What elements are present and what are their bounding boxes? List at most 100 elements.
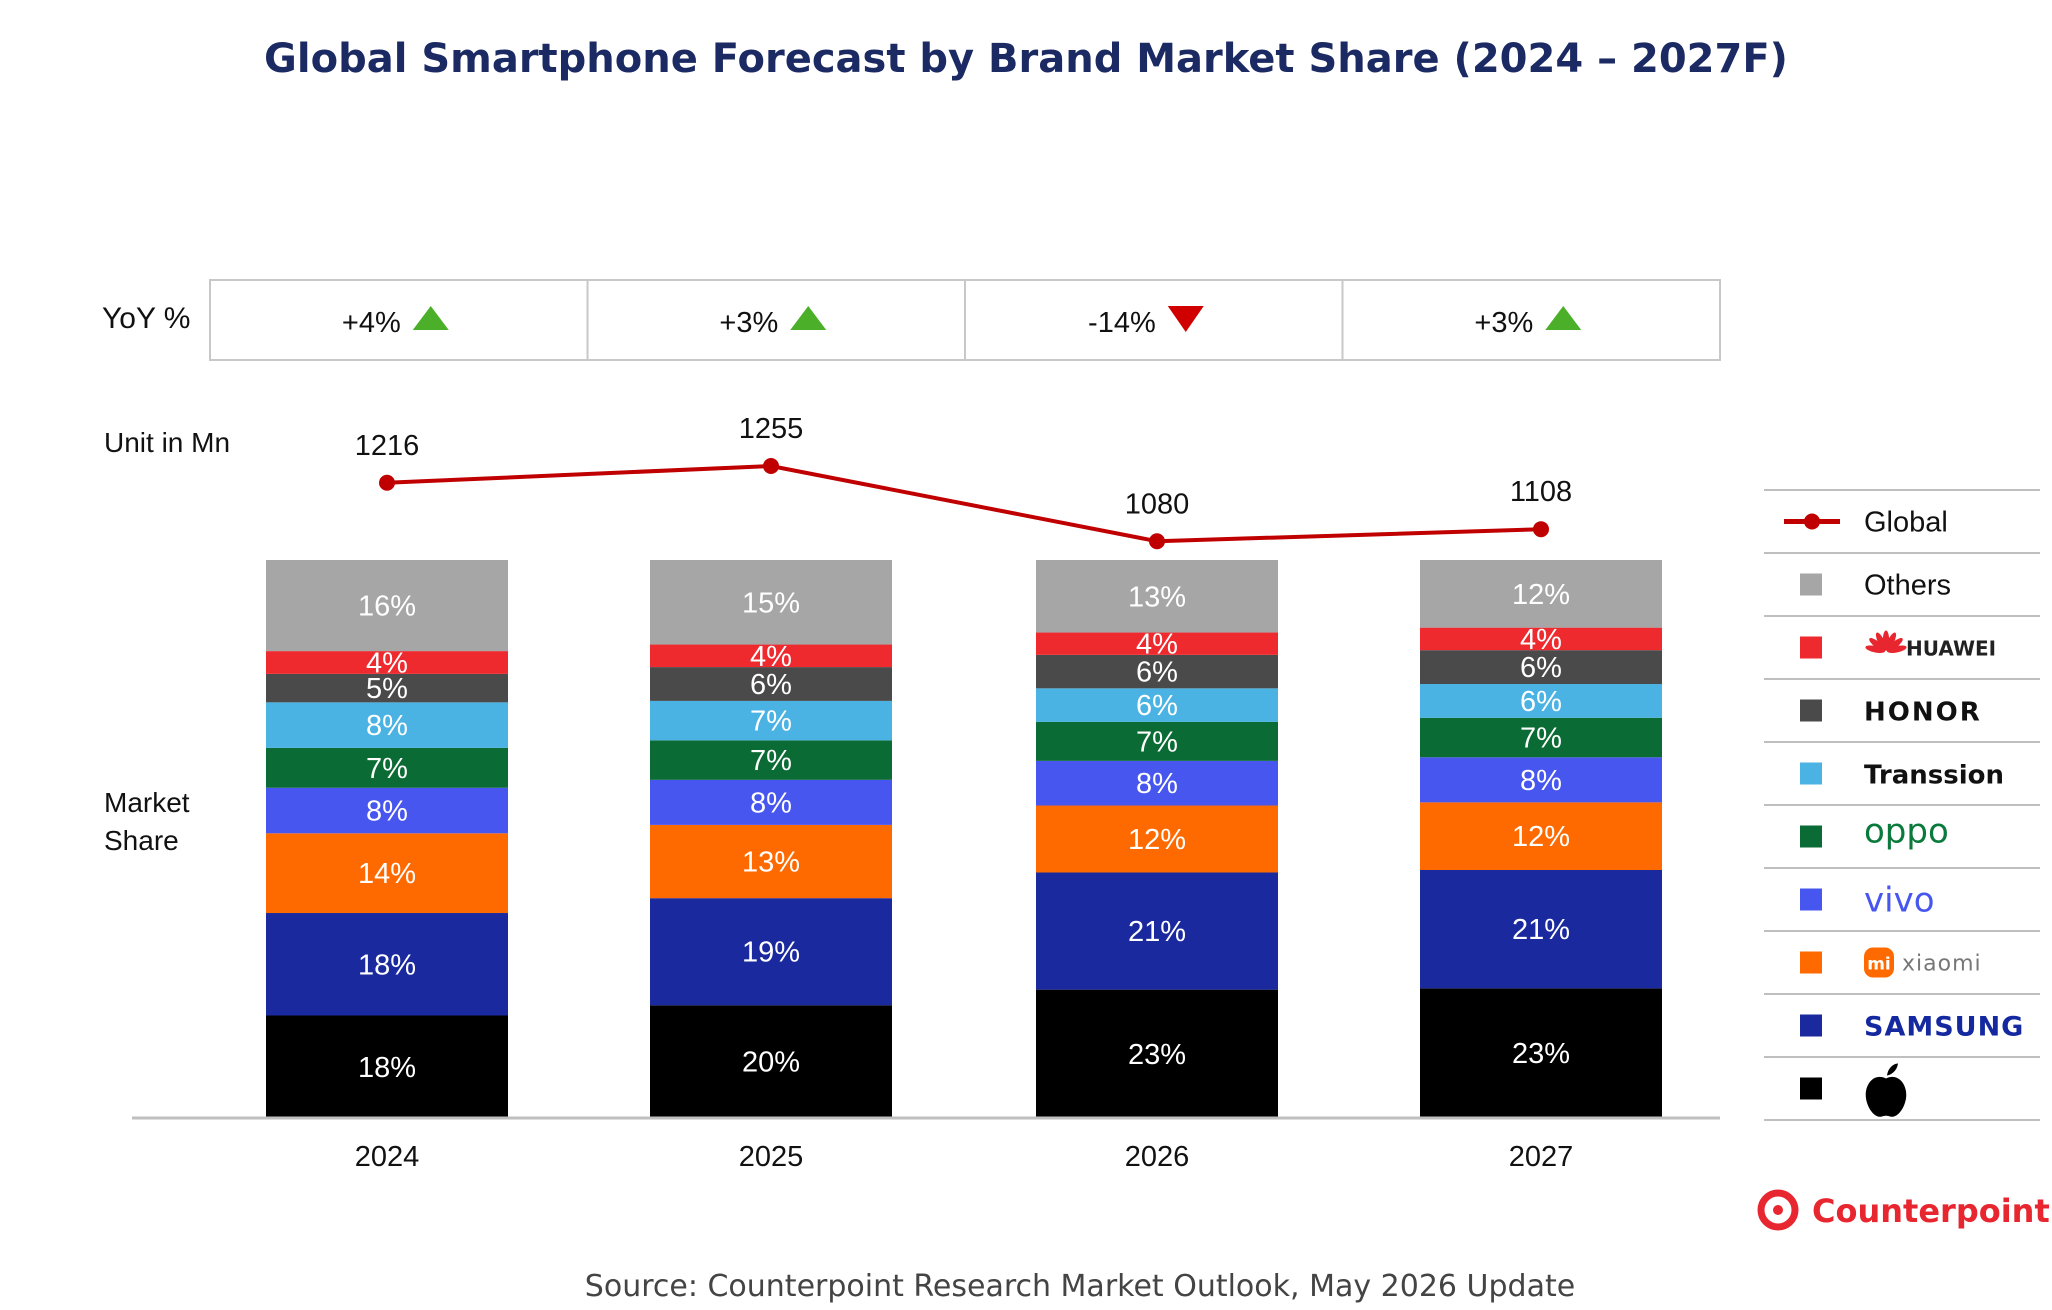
global-point-2027	[1533, 521, 1549, 538]
global-line-path	[386, 463, 1542, 544]
bar-label-honor-2026: 6%	[1136, 657, 1178, 689]
legend-item-honor: HONOR	[1800, 698, 1982, 728]
bar-label-samsung-2027: 21%	[1512, 914, 1570, 946]
bar-segment-honor-2027	[1420, 650, 1662, 684]
bar-label-vivo-2027: 8%	[1520, 765, 1562, 797]
global-value-label-2027: 1108	[1510, 476, 1572, 508]
bar-label-oppo-2024: 7%	[366, 753, 408, 785]
up-arrow-icon	[412, 306, 449, 330]
bar-label-vivo-2024: 8%	[366, 796, 408, 828]
bar-label-transsion-2026: 6%	[1136, 690, 1178, 722]
global-units-line: 1216 1255 1080 1108	[355, 413, 1572, 550]
bar-label-xiaomi-2025: 13%	[742, 847, 800, 879]
stacked-bars: 18%18%14%8%7%8%5%4%16%20%19%13%8%7%7%6%4…	[266, 560, 1662, 1118]
units-label: Unit in Mn	[104, 427, 230, 458]
legend-label-honor: HONOR	[1864, 698, 1982, 728]
legend-swatch-vivo	[1800, 888, 1822, 911]
counterpoint-logo-icon	[1757, 1189, 1799, 1231]
legend-item-huawei: HUAWEI	[1800, 630, 1996, 661]
bar-label-apple-2026: 23%	[1128, 1039, 1186, 1071]
bar-label-transsion-2025: 7%	[750, 706, 792, 738]
yoy-value-2026: -14%	[1088, 307, 1156, 339]
legend-label-transsion: Transsion	[1864, 761, 2004, 791]
bar-label-transsion-2024: 8%	[366, 710, 408, 742]
bar-segment-oppo-2025	[650, 740, 892, 780]
bar-label-huawei-2025: 4%	[750, 641, 792, 673]
bar-segment-others-2024	[266, 560, 508, 652]
legend-swatch-apple	[1800, 1077, 1822, 1100]
x-tick-2025: 2025	[739, 1141, 804, 1173]
bar-segment-honor-2025	[650, 667, 892, 701]
yoy-value-2027: +3%	[1474, 307, 1533, 339]
legend-swatch-honor	[1800, 699, 1822, 722]
bar-label-samsung-2026: 21%	[1128, 916, 1186, 948]
legend-label-xiaomi: xiaomi	[1902, 952, 1982, 977]
legend-label-global: Global	[1864, 507, 1948, 539]
bar-segment-vivo-2024	[266, 787, 508, 834]
bar-segment-samsung-2027	[1420, 870, 1662, 989]
bar-segment-others-2027	[1420, 560, 1662, 628]
bar-segment-huawei-2027	[1420, 627, 1662, 651]
bar-segment-huawei-2026	[1036, 632, 1278, 655]
legend-item-global: Global	[1784, 507, 1948, 539]
bar-segment-vivo-2026	[1036, 760, 1278, 806]
bar-segment-others-2025	[650, 560, 892, 645]
bar-segment-apple-2025	[650, 1005, 892, 1118]
xiaomi-logo-icon	[1864, 947, 1894, 978]
counterpoint-logo: Counterpoint	[1757, 1189, 2050, 1231]
bar-label-others-2025: 15%	[742, 587, 800, 619]
legend-swatch-oppo	[1800, 825, 1822, 848]
yoy-table: +4% +3% -14% +3%	[209, 279, 1721, 361]
legend-item-oppo: oppo	[1800, 812, 1949, 852]
global-point-2024	[379, 474, 395, 491]
legend: Global Others HUAWEI HONOR Transsion oppo vivo…	[1764, 489, 2040, 1121]
bar-label-huawei-2026: 4%	[1136, 629, 1178, 661]
bar-segment-xiaomi-2024	[266, 833, 508, 914]
up-arrow-icon	[1545, 306, 1582, 330]
bar-label-others-2026: 13%	[1128, 581, 1186, 613]
bar-label-xiaomi-2027: 12%	[1512, 821, 1570, 853]
yoy-label: YoY %	[102, 302, 190, 335]
bar-segment-oppo-2024	[266, 747, 508, 788]
legend-item-apple: Apple	[1800, 1063, 1907, 1117]
bar-label-apple-2027: 23%	[1512, 1038, 1570, 1070]
bar-segment-xiaomi-2026	[1036, 805, 1278, 873]
legend-swatch-xiaomi	[1800, 951, 1822, 974]
bar-segment-huawei-2024	[266, 651, 508, 674]
bar-label-oppo-2025: 7%	[750, 745, 792, 777]
legend-label-huawei: HUAWEI	[1906, 637, 1996, 661]
bar-label-apple-2024: 18%	[358, 1052, 416, 1084]
bar-segment-oppo-2027	[1420, 717, 1662, 758]
bar-segment-apple-2027	[1420, 988, 1662, 1118]
legend-label-others: Others	[1864, 570, 1951, 602]
bar-label-vivo-2025: 8%	[750, 787, 792, 819]
legend-swatch-transsion	[1800, 762, 1822, 785]
bar-segment-vivo-2025	[650, 779, 892, 825]
bar-label-oppo-2027: 7%	[1520, 723, 1562, 755]
bar-label-honor-2024: 5%	[366, 673, 408, 705]
bar-label-others-2024: 16%	[358, 591, 416, 623]
global-value-label-2024: 1216	[355, 430, 420, 462]
bar-label-transsion-2027: 6%	[1520, 686, 1562, 718]
global-point-2025	[763, 458, 779, 474]
up-arrow-icon	[790, 306, 827, 330]
bar-segment-transsion-2026	[1036, 688, 1278, 722]
bar-segment-transsion-2027	[1420, 684, 1662, 718]
bar-segment-others-2026	[1036, 560, 1278, 633]
bar-segment-apple-2026	[1036, 989, 1278, 1118]
market-share-label-line2: Share	[104, 825, 179, 856]
source-note: Source: Counterpoint Research Market Out…	[585, 1269, 1575, 1304]
x-tick-2024: 2024	[355, 1141, 420, 1173]
bar-segment-apple-2024	[266, 1015, 508, 1118]
down-arrow-icon	[1167, 306, 1204, 332]
market-share-label-line1: Market	[104, 787, 190, 818]
bar-label-oppo-2026: 7%	[1136, 726, 1178, 758]
xiaomi-logo-mark: mi	[1867, 955, 1891, 975]
legend-item-samsung: SAMSUNG	[1800, 1012, 2023, 1043]
bar-segment-samsung-2026	[1036, 872, 1278, 990]
legend-item-others: Others	[1800, 570, 1951, 602]
bar-label-vivo-2026: 8%	[1136, 768, 1178, 800]
bar-segment-honor-2024	[266, 673, 508, 703]
legend-swatch-huawei	[1800, 636, 1822, 659]
bar-label-huawei-2024: 4%	[366, 647, 408, 679]
